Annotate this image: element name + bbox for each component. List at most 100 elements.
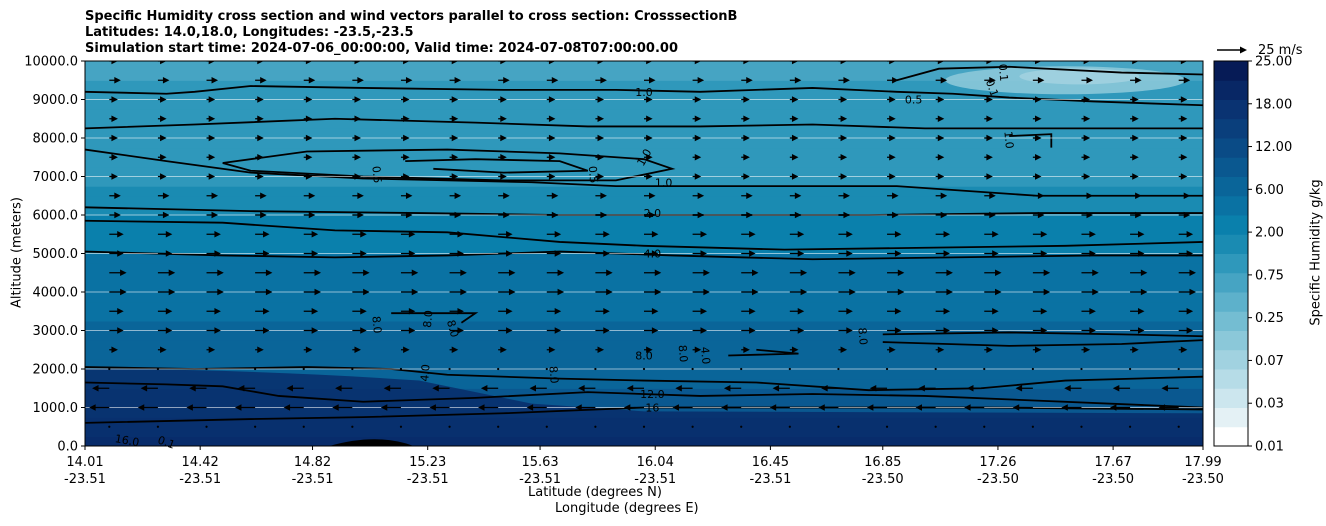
wind-arrow (400, 211, 413, 219)
wind-arrow (935, 231, 951, 238)
wind-arrow (206, 192, 219, 199)
x-tick-label-lat: 15.63 (521, 455, 558, 470)
wind-arrow (157, 154, 167, 161)
wind-arrow (303, 231, 319, 238)
wind-arrow (400, 288, 419, 296)
wind-arrow (1178, 115, 1188, 122)
wind-arrow (769, 404, 790, 411)
wind-arrow (1130, 96, 1139, 103)
wind-arrow (303, 192, 316, 199)
x-tick-label-lon: -23.51 (749, 472, 791, 487)
wind-arrow (449, 250, 464, 257)
field-band (85, 282, 1203, 293)
wind-arrow (692, 77, 705, 84)
wind-arrow (692, 250, 708, 257)
wind-arrow (789, 192, 802, 199)
wind-arrow (887, 61, 896, 65)
wind-arrow (1081, 61, 1091, 65)
field-band (85, 369, 1203, 380)
wind-arrow (546, 96, 556, 103)
wind-arrow (352, 269, 370, 276)
wind-arrow (838, 269, 856, 276)
wind-arrow (429, 404, 450, 411)
wind-arrow (723, 385, 742, 392)
wind-arrow (335, 385, 353, 392)
wind-arrow (595, 231, 610, 238)
colorbar-tick-label: 12.00 (1255, 140, 1292, 155)
wind-arrow (1081, 288, 1099, 296)
wind-arrow (303, 346, 313, 353)
title-line-1: Specific Humidity cross section and wind… (85, 9, 738, 24)
wind-arrow (1130, 134, 1139, 142)
field-band (85, 128, 1203, 139)
wind-arrow (692, 211, 705, 219)
wind-arrow (449, 231, 464, 238)
contour-line (85, 366, 1203, 392)
wind-arrow (1032, 61, 1042, 65)
wind-arrow (935, 96, 945, 103)
x-tick-label-lon: -23.50 (977, 472, 1019, 487)
wind-arrow (741, 115, 750, 122)
wind-arrow (1012, 404, 1033, 411)
colorbar-tick-label: 0.01 (1255, 440, 1284, 455)
wind-arrow (1130, 231, 1145, 238)
wind-arrow (935, 115, 945, 122)
field-band (85, 311, 1203, 322)
wind-arrow (234, 404, 256, 411)
wind-arrow (206, 250, 221, 257)
wind-arrow (157, 134, 167, 142)
colorbar-frame (1213, 60, 1249, 447)
wind-arrow (838, 77, 850, 84)
wind-arrow (255, 346, 264, 353)
wind-arrow (1081, 250, 1096, 257)
wind-arrow (1178, 96, 1188, 103)
wind-arrow (352, 134, 361, 142)
wind-arrow (546, 269, 565, 276)
wind-arrow (1081, 346, 1091, 353)
wind-arrow (935, 269, 953, 276)
wind-arrow (156, 425, 160, 428)
contour-line (391, 312, 479, 324)
wind-arrow (838, 308, 853, 315)
wind-arrow (302, 367, 305, 371)
field-band (85, 147, 1203, 158)
field-band (85, 301, 1203, 312)
wind-arrow (546, 192, 559, 199)
wind-arrow (838, 115, 848, 122)
wind-arrow (838, 346, 848, 353)
wind-arrow (303, 61, 313, 65)
wind-arrow (498, 327, 513, 334)
wind-arrow (1178, 231, 1194, 238)
wind-arrow (157, 269, 176, 276)
wind-arrow (255, 173, 264, 180)
wind-arrow (498, 346, 507, 353)
wind-arrow (623, 404, 644, 411)
x-tick-label-lat: 15.23 (409, 455, 446, 470)
wind-arrow (1080, 367, 1083, 371)
wind-arrow (449, 134, 459, 142)
wind-arrow (255, 115, 264, 122)
field-band (85, 272, 1203, 283)
x-tick-label-lat: 16.85 (864, 455, 901, 470)
wind-arrow (352, 346, 361, 353)
wind-arrow (918, 385, 936, 392)
colorbar-segment (1214, 61, 1248, 81)
colorbar-segment (1214, 272, 1248, 293)
wind-arrow (869, 385, 888, 392)
contour-label: 0.5 (369, 165, 383, 184)
field-band (85, 243, 1203, 255)
wind-arrow (449, 327, 464, 334)
wind-arrow (352, 231, 367, 238)
wind-arrow (1178, 346, 1188, 353)
wind-arrow (1032, 77, 1045, 84)
wind-arrow (838, 154, 848, 161)
wind-arrow (838, 231, 853, 238)
wind-arrow (1130, 250, 1145, 257)
contour-line (85, 85, 1203, 107)
wind-arrow (1061, 404, 1082, 411)
wind-arrow (352, 308, 367, 315)
wind-arrow (255, 192, 267, 199)
wind-arrow (352, 192, 364, 199)
wind-arrow (594, 367, 597, 371)
wind-arrow (283, 404, 304, 411)
